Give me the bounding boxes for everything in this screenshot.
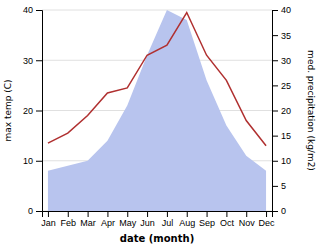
chart: Jan FebMar Apr MayJun Jul Aug Sep Oct NovDec 0 10 2… <box>0 0 318 247</box>
tick-mark <box>272 60 278 61</box>
tick: Jan <box>41 211 56 228</box>
tick: Jul <box>162 211 174 228</box>
tick-mark <box>48 211 49 217</box>
tick-label: May <box>119 218 137 228</box>
tick-mark <box>272 111 278 112</box>
tick-mark <box>272 161 278 162</box>
tick-label: 40 <box>23 5 33 15</box>
tick: 5 <box>272 181 286 191</box>
tick: 15 <box>272 131 291 141</box>
tick-mark <box>272 85 278 86</box>
tick-label: Jun <box>140 218 155 228</box>
tick: 0 <box>28 206 42 216</box>
tick-label: 25 <box>281 81 291 91</box>
axis-line <box>273 11 279 212</box>
x-axis-title: date (month) <box>120 233 194 244</box>
tick-mark <box>36 211 42 212</box>
tick-mark <box>36 10 42 11</box>
tick: Nov <box>239 211 256 228</box>
tick-label: Jan <box>41 218 56 228</box>
tick-label: 15 <box>281 131 291 141</box>
tick-mark <box>187 211 188 217</box>
tick-mark <box>246 211 247 217</box>
axis-line <box>36 11 43 212</box>
tick: Sep <box>199 211 215 228</box>
tick-mark <box>127 211 128 217</box>
tick-label: 20 <box>23 106 33 116</box>
tick-mark <box>272 136 278 137</box>
tick-label: Dec <box>259 218 276 228</box>
tick-label: 5 <box>281 181 286 191</box>
tick-label: 30 <box>23 56 33 66</box>
tick-mark <box>147 211 148 217</box>
tick: 30 <box>272 56 291 66</box>
tick: Apr <box>101 211 115 228</box>
tick-mark <box>272 186 278 187</box>
y-axis: 0 10 20 30 40 <box>23 5 43 216</box>
tick-mark <box>207 211 208 217</box>
tick-mark <box>107 211 108 217</box>
tick: May <box>119 211 137 228</box>
grid-line <box>42 10 272 11</box>
tick-mark <box>272 35 278 36</box>
y2-axis-title: med. precipitation (kg/m2) <box>306 50 316 171</box>
tick-mark <box>68 211 69 217</box>
tick: Aug <box>179 211 195 228</box>
tick-label: 20 <box>281 106 291 116</box>
tick: 20 <box>272 106 291 116</box>
tick-label: 35 <box>281 31 291 41</box>
tick: Feb <box>61 211 77 228</box>
tick-label: 10 <box>281 156 291 166</box>
tick: 20 <box>23 106 42 116</box>
tick: 25 <box>272 81 291 91</box>
x-axis: Jan FebMar Apr MayJun Jul Aug Sep Oct NovDec <box>41 211 275 228</box>
axis-line <box>43 212 273 218</box>
tick-label: 0 <box>281 206 286 216</box>
tick-label: 30 <box>281 56 291 66</box>
tick-label: Oct <box>220 218 235 228</box>
tick: 10 <box>272 156 291 166</box>
tick-label: Sep <box>199 218 215 228</box>
tick-mark <box>88 211 89 217</box>
tick: 30 <box>23 56 42 66</box>
tick-label: 40 <box>281 5 291 15</box>
tick-mark <box>266 211 267 217</box>
grid <box>42 10 272 211</box>
tick: 40 <box>23 5 42 15</box>
area <box>48 10 266 211</box>
tick-mark <box>226 211 227 217</box>
tick-mark <box>272 10 278 11</box>
tick: Oct <box>220 211 235 228</box>
tick: Jun <box>140 211 155 228</box>
tick-label: Apr <box>101 218 115 228</box>
tick-label: Feb <box>61 218 77 228</box>
tick: Dec <box>259 211 276 228</box>
tick-mark <box>36 60 42 61</box>
tick-mark <box>167 211 168 217</box>
tick-mark <box>272 211 278 212</box>
y-axis-title: max temp (C) <box>3 79 13 141</box>
tick-mark <box>36 111 42 112</box>
tick: Mar <box>80 211 96 228</box>
tick: 10 <box>23 156 42 166</box>
tick: 0 <box>272 206 286 216</box>
tick-label: 0 <box>28 206 33 216</box>
tick-label: Mar <box>80 218 96 228</box>
tick-label: Nov <box>239 218 256 228</box>
marks <box>48 10 266 211</box>
line <box>48 13 266 146</box>
tick: 40 <box>272 5 291 15</box>
tick-label: Aug <box>179 218 195 228</box>
tick-mark <box>36 161 42 162</box>
tick: 35 <box>272 31 291 41</box>
y2-axis: 0 5 10 15 20 25 30 35 40 <box>272 5 291 216</box>
plot: Jan FebMar Apr MayJun Jul Aug Sep Oct NovDec 0 10 2… <box>23 5 291 228</box>
tick-label: Jul <box>162 218 174 228</box>
tick-label: 10 <box>23 156 33 166</box>
